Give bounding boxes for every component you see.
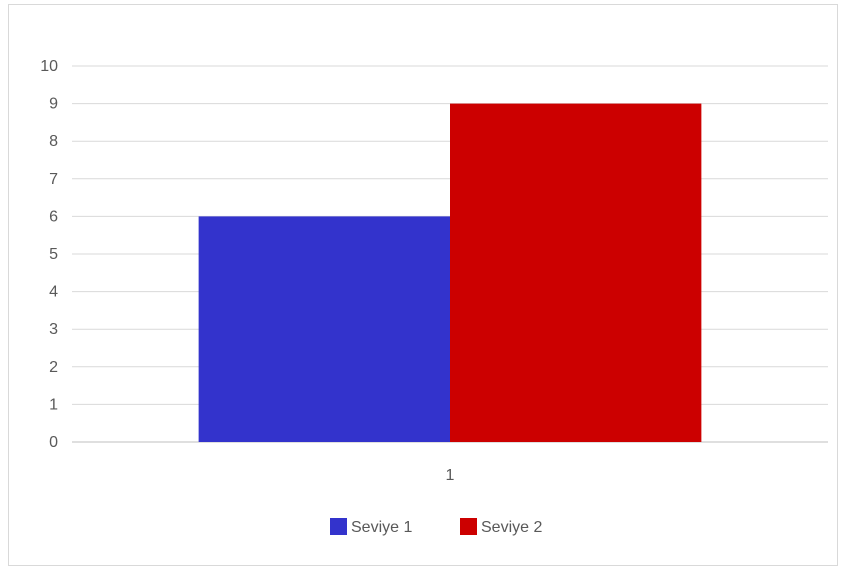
legend-swatch-seviye-1 (330, 518, 347, 535)
y-tick-label-7: 7 (49, 171, 58, 188)
y-tick-label-10: 10 (40, 58, 58, 75)
y-tick-label-2: 2 (49, 359, 58, 376)
legend-label-seviye-1: Seviye 1 (351, 519, 412, 536)
y-axis-tick-labels: 0 1 2 3 4 5 6 7 8 9 10 (40, 58, 58, 451)
y-tick-label-0: 0 (49, 434, 58, 451)
bar-seviye-1-1 (198, 216, 450, 442)
y-tick-label-1: 1 (49, 396, 58, 413)
y-tick-label-4: 4 (49, 284, 58, 301)
y-tick-label-6: 6 (49, 208, 58, 225)
bar-seviye-2-1 (450, 103, 702, 442)
legend-label-seviye-2: Seviye 2 (481, 519, 542, 536)
x-axis-tick-labels: 1 (446, 467, 455, 484)
y-tick-label-8: 8 (49, 133, 58, 150)
y-tick-label-3: 3 (49, 321, 58, 338)
legend: Seviye 1 Seviye 2 (330, 518, 542, 536)
legend-swatch-seviye-2 (460, 518, 477, 535)
bars (198, 103, 702, 442)
x-tick-label-1: 1 (446, 467, 455, 484)
y-tick-label-9: 9 (49, 96, 58, 113)
y-tick-label-5: 5 (49, 246, 58, 263)
